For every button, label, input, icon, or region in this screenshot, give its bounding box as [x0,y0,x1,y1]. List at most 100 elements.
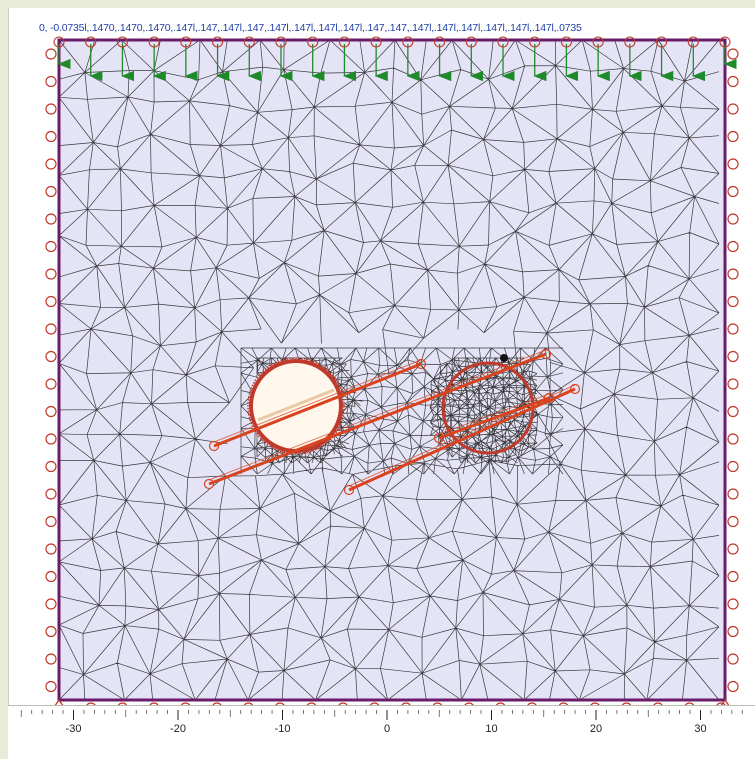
ruler-tick-label: 30 [694,723,706,735]
rock-bolts-group [203,348,581,496]
ruler-tick-label: -10 [275,723,291,735]
roller-support [45,48,57,60]
roller-support [558,702,569,705]
roller-support [180,702,191,705]
roller-support [727,625,739,638]
roller-support [727,405,739,418]
left-tunnel-interior-bolt [257,388,335,422]
mesh-model-canvas[interactable] [9,8,755,705]
roller-support [45,378,57,390]
roller-support [727,598,739,610]
roller-support [590,702,600,705]
roller-support [401,702,411,705]
roller-support [727,378,739,390]
load-arrow [719,36,737,70]
rock-bolt [203,348,552,490]
roller-support [727,515,739,528]
roller-support [727,323,739,335]
roller-support [306,702,317,705]
load-arrow [212,36,230,82]
bolt-end-node [569,383,581,395]
load-arrow [307,36,325,82]
rock-bolt [433,392,555,444]
roller-support [45,405,57,418]
load-arrow [275,36,293,82]
roller-support [45,433,57,445]
load-arrow [180,36,198,82]
ruler-tick-label: 0 [384,723,390,735]
roller-support [495,702,506,705]
load-arrow [148,36,166,82]
right-tunnel-crown-node [500,354,508,362]
roller-support [527,702,537,705]
roller-support [45,103,57,115]
load-arrow [370,36,388,82]
roller-support [727,460,739,473]
roller-support [684,702,695,705]
roller-support [45,130,57,143]
horizontal-ruler: -30 -20 -10 0 10 20 30 [8,705,755,759]
boundary-supports-group [45,48,739,705]
load-values-label: 0, -0.0735l,.1470,.1470,.1470,.147l,.147… [39,22,582,34]
roller-support [45,515,57,528]
load-arrow [116,36,135,82]
roller-support [45,625,57,638]
bolt-end-node [540,348,552,360]
roller-support [727,543,739,555]
load-arrow [497,36,515,82]
rock-bolt [208,358,427,452]
roller-support [727,295,739,308]
load-arrow [434,36,452,82]
bolt-end-node [343,484,355,496]
roller-support [716,702,726,705]
roller-support [369,702,380,705]
roller-support [45,268,57,280]
load-arrow [687,36,705,82]
roller-support [45,653,57,665]
roller-support [212,702,222,705]
roller-support [621,702,632,705]
roller-support [338,702,348,705]
roller-support [275,702,285,705]
load-arrow [529,36,547,82]
roller-support [727,653,739,665]
ruler-tick-label: 20 [590,723,602,735]
roller-support [117,702,128,705]
roller-support [45,350,57,363]
load-arrow [402,36,420,82]
roller-support [45,323,57,335]
roller-support [45,213,57,225]
load-arrow [465,36,483,82]
roller-support [45,680,57,693]
roller-support [727,130,739,143]
roller-support [727,48,739,60]
roller-support [727,103,739,115]
bolt-end-node [415,358,427,370]
roller-support [149,702,159,705]
load-arrow [53,36,71,70]
roller-support [45,460,57,473]
bolt-end-node [433,432,445,444]
ruler-tick-label: 10 [485,723,497,735]
model-boundary [57,38,727,702]
roller-support [432,702,443,705]
roller-support [45,240,57,253]
roller-support [464,702,474,705]
model-viewport[interactable]: 0, -0.0735l,.1470,.1470,.1470,.147l,.147… [8,8,755,705]
load-arrow [624,36,642,82]
bolt-end-node [208,440,220,452]
left-tunnel-support-nodes [247,357,345,455]
load-arrow [243,36,261,82]
load-arrow [338,36,357,82]
roller-support [45,158,57,170]
roller-support [727,213,739,225]
roller-support [45,570,57,583]
roller-support [243,702,254,705]
load-arrow [85,36,103,82]
roller-support [45,185,57,198]
roller-support [727,185,739,198]
bolt-end-node [543,392,555,404]
bolt-end-node [203,478,215,490]
roller-support [727,268,739,280]
roller-support [86,702,96,705]
